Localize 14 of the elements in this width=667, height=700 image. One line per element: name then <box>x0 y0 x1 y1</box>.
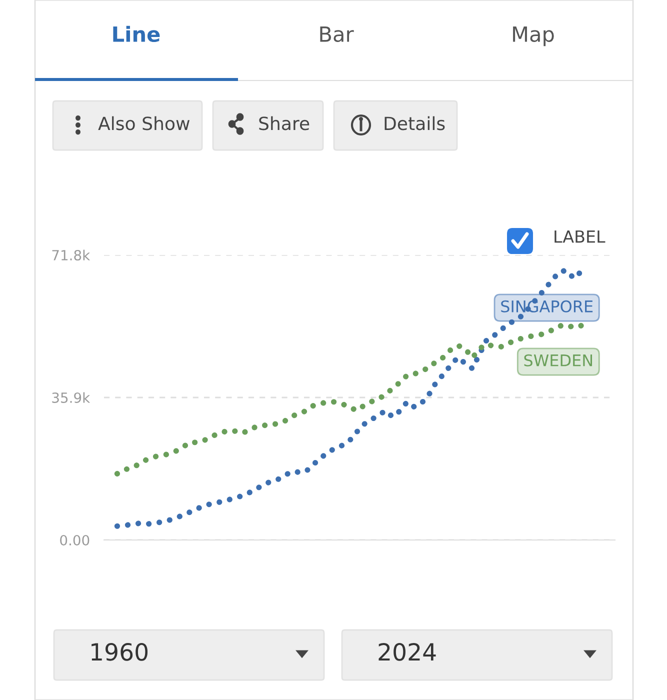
y-tick-label: 35.9k <box>52 392 90 403</box>
series-label: SINGAPORE <box>501 300 593 312</box>
text: Also Show <box>98 116 190 130</box>
text: 1960 <box>92 642 148 661</box>
y-tick-label: 71.8k <box>52 250 90 260</box>
series-label: SWEDEN <box>524 354 592 366</box>
text: Bar <box>320 26 354 42</box>
text: Details <box>384 116 445 130</box>
text: Map <box>513 26 554 46</box>
text: LABEL <box>554 230 606 243</box>
text: Share <box>259 116 310 130</box>
text: 2024 <box>378 642 436 661</box>
y-tick-label: 0.00 <box>60 534 90 546</box>
text: Line <box>113 26 160 42</box>
